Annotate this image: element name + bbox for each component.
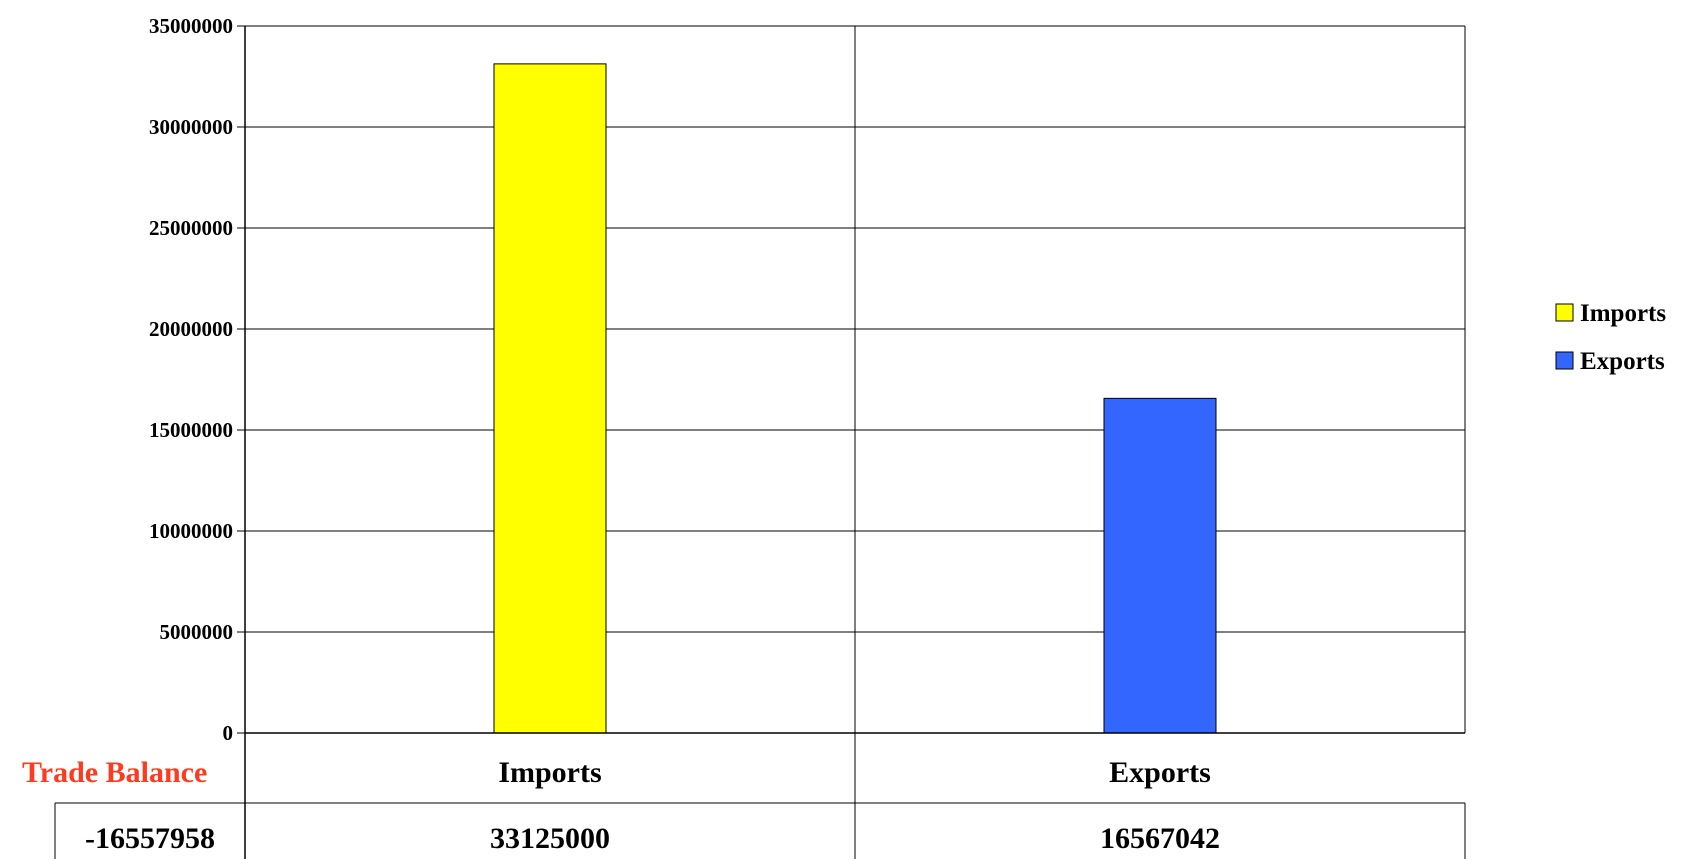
trade-balance-value: -16557958 [85, 822, 215, 855]
table-cell-value: 33125000 [490, 822, 610, 855]
data-table: Trade Balance -16557958 33125000 16567042 [22, 756, 1466, 859]
axes [237, 25, 1466, 859]
category-labels: Imports Exports [498, 756, 1211, 789]
legend-label: Exports [1580, 348, 1665, 375]
y-tick-label: 30000000 [149, 115, 233, 139]
trade-balance-label: Trade Balance [22, 756, 207, 789]
legend-swatch [1555, 303, 1574, 322]
legend: Imports Exports [1555, 300, 1666, 375]
y-tick-label: 5000000 [160, 620, 234, 644]
y-tick-label: 20000000 [149, 317, 233, 341]
table-cell-value: 16567042 [1100, 822, 1220, 855]
x-category-label: Imports [498, 756, 601, 789]
y-tick-label: 25000000 [149, 216, 233, 240]
y-tick-label: 35000000 [149, 14, 233, 38]
legend-label: Imports [1580, 300, 1666, 327]
x-category-label: Exports [1109, 756, 1211, 789]
y-axis-ticks: 0 5000000 10000000 15000000 20000000 25000000… [149, 14, 233, 745]
bar-imports [493, 63, 607, 734]
y-tick-label: 10000000 [149, 519, 233, 543]
bar-exports [1103, 397, 1217, 734]
legend-swatch [1555, 351, 1574, 370]
y-tick-label: 0 [223, 721, 234, 745]
y-tick-label: 15000000 [149, 418, 233, 442]
